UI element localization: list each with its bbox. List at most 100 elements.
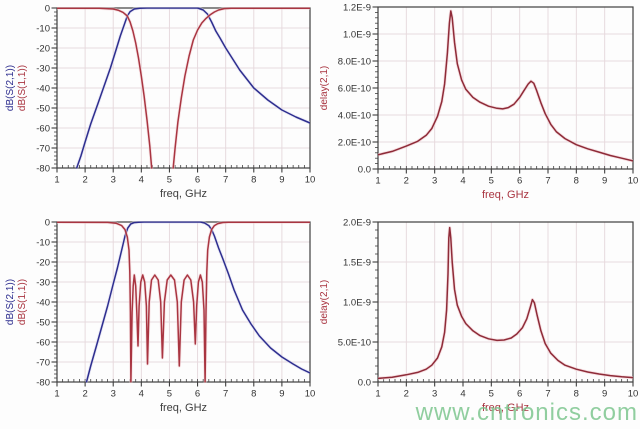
series-halo — [378, 226, 633, 380]
series-line — [75, 7, 310, 169]
series-db-s-2-1- — [84, 221, 310, 383]
x-tick-label: 4 — [139, 175, 144, 186]
tick-labels: 1 2 3 4 5 6 7 8 9 10 0.0 5.0E-10 1.0E-9 1.5E-9 2.0E-9 — [338, 218, 639, 400]
series-delay-2-1- — [378, 9, 633, 163]
series-line — [378, 10, 633, 162]
x-tick-label: 9 — [279, 175, 284, 186]
x-tick-label: 10 — [628, 389, 639, 400]
y-tick-label: -10 — [36, 24, 50, 35]
x-tick-label: 10 — [628, 176, 639, 187]
y-tick-label: -10 — [36, 238, 50, 249]
y-tick-label: 4.0E-10 — [338, 111, 371, 122]
y-tick-label: -20 — [36, 258, 50, 269]
series-line — [378, 226, 633, 380]
y-tick-label: 0 — [45, 218, 50, 229]
major-ticks — [51, 221, 311, 387]
y-tick-label: 6.0E-10 — [338, 84, 371, 95]
grid — [378, 7, 633, 169]
chart-butterworth-group-delay: 1 2 3 4 5 6 7 8 9 10 0.0 2.0E-10 4.0E-10 6.0E-10 8.0E-… — [320, 3, 639, 202]
x-tick-label: 3 — [432, 176, 437, 187]
series-line — [57, 221, 310, 383]
x-tick-label: 7 — [223, 175, 228, 186]
tick-labels: 1 2 3 4 5 6 7 8 9 10 0.0 2.0E-10 4.0E-10 6.0E-10 8.0E-… — [338, 3, 639, 187]
x-axis-label: freq, GHz — [160, 188, 207, 200]
y-tick-label: -50 — [36, 318, 50, 329]
tick-labels: 1 2 3 4 5 6 7 8 9 10 0 -10 -20 -30 -40 -50 -60 -70 -80 — [36, 218, 315, 400]
y-tick-label: 1.5E-9 — [343, 258, 371, 269]
y-tick-label: 8.0E-10 — [338, 57, 371, 68]
x-tick-label: 9 — [602, 176, 607, 187]
y-tick-label: -20 — [36, 44, 50, 55]
plot-frame — [377, 221, 634, 383]
y-tick-label: 1.0E-9 — [343, 30, 371, 41]
major-ticks — [372, 221, 634, 387]
y-tick-label: -60 — [36, 338, 50, 349]
x-tick-label: 2 — [82, 175, 87, 186]
x-tick-label: 7 — [223, 389, 228, 400]
x-tick-label: 8 — [251, 175, 256, 186]
chart-butterworth-s-parameters: 1 2 3 4 5 6 7 8 9 10 0 -10 -20 -30 -40 -50 -60 -70 -80 freq… — [5, 4, 315, 201]
x-tick-label: 5 — [489, 389, 494, 400]
x-tick-label: 1 — [375, 176, 380, 187]
x-tick-label: 5 — [167, 175, 172, 186]
x-tick-label: 5 — [167, 389, 172, 400]
x-tick-label: 10 — [305, 175, 316, 186]
series-db-s-2-1- — [75, 7, 310, 169]
y-tick-label: 1.0E-9 — [343, 298, 371, 309]
y-tick-label: 0.0 — [358, 165, 371, 176]
y-tick-label: 0.0 — [358, 378, 371, 389]
x-tick-label: 3 — [432, 389, 437, 400]
series-db-s-1-1- — [57, 221, 310, 383]
series-delay-2-1- — [378, 226, 633, 380]
x-tick-label: 6 — [517, 176, 522, 187]
x-tick-label: 10 — [305, 389, 316, 400]
tick-labels: 1 2 3 4 5 6 7 8 9 10 0 -10 -20 -30 -40 -50 -60 -70 -80 — [36, 4, 315, 186]
y-tick-label: -70 — [36, 358, 50, 369]
y-tick-label: -40 — [36, 84, 50, 95]
x-tick-label: 8 — [574, 389, 579, 400]
x-tick-label: 1 — [54, 389, 59, 400]
y-axis-label: delay(2,1) — [320, 66, 330, 110]
y-tick-label: 0 — [45, 4, 50, 15]
x-tick-label: 9 — [602, 389, 607, 400]
watermark: www.cntronics.com — [415, 399, 638, 426]
y-tick-label: -40 — [36, 298, 50, 309]
y-tick-label: 1.2E-9 — [343, 3, 371, 14]
x-tick-label: 6 — [195, 389, 200, 400]
x-tick-label: 7 — [545, 389, 550, 400]
y-tick-label: 2.0E-9 — [343, 218, 371, 229]
series-halo — [57, 7, 310, 169]
x-tick-label: 7 — [545, 176, 550, 187]
x-tick-label: 3 — [111, 389, 116, 400]
series-line — [57, 7, 310, 169]
x-tick-label: 9 — [279, 389, 284, 400]
series-halo — [378, 9, 633, 163]
grid — [378, 222, 633, 382]
y-tick-label: -30 — [36, 278, 50, 289]
y-tick-label: 5.0E-10 — [338, 338, 371, 349]
chart-chebyshev-group-delay: 1 2 3 4 5 6 7 8 9 10 0.0 5.0E-10 1.0E-9 1.5E-9 2.0E-9 f… — [320, 218, 639, 415]
x-tick-label: 4 — [139, 389, 144, 400]
x-tick-label: 8 — [251, 389, 256, 400]
y-tick-label: 2.0E-10 — [338, 138, 371, 149]
plot-frame — [377, 6, 634, 170]
series-db-s-1-1- — [57, 7, 310, 169]
y-axis-label: dB(S(1,1)) — [17, 279, 28, 325]
y-tick-label: -80 — [36, 164, 50, 175]
x-tick-label: 4 — [460, 176, 465, 187]
x-tick-label: 1 — [375, 389, 380, 400]
x-tick-label: 6 — [517, 389, 522, 400]
x-tick-label: 2 — [82, 389, 87, 400]
x-tick-label: 2 — [404, 176, 409, 187]
grid — [57, 222, 310, 382]
y-tick-label: -60 — [36, 124, 50, 135]
y-axis-label: dB(S(2,1)) — [5, 279, 16, 325]
x-tick-label: 5 — [489, 176, 494, 187]
y-tick-label: -30 — [36, 64, 50, 75]
series-line — [85, 221, 310, 383]
x-axis-label: freq, GHz — [482, 189, 529, 201]
grid — [57, 8, 310, 168]
major-ticks — [51, 7, 311, 173]
y-tick-label: -80 — [36, 378, 50, 389]
